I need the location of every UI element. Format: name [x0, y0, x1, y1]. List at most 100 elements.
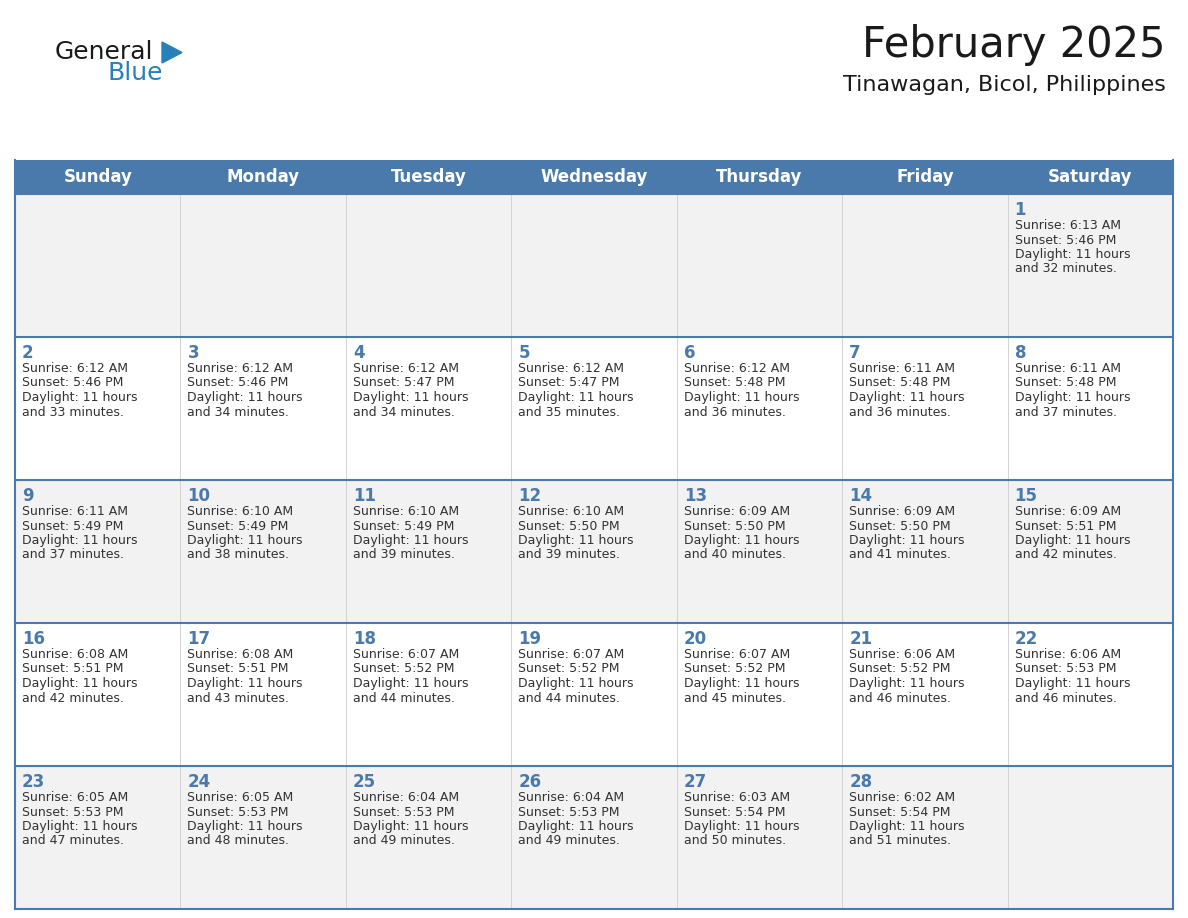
Text: Sunrise: 6:05 AM: Sunrise: 6:05 AM	[23, 791, 128, 804]
Text: Sunrise: 6:02 AM: Sunrise: 6:02 AM	[849, 791, 955, 804]
Text: Daylight: 11 hours: Daylight: 11 hours	[849, 391, 965, 404]
Text: Sunrise: 6:11 AM: Sunrise: 6:11 AM	[1015, 362, 1120, 375]
Text: Blue: Blue	[108, 61, 164, 85]
Text: Sunrise: 6:10 AM: Sunrise: 6:10 AM	[518, 505, 625, 518]
Text: 15: 15	[1015, 487, 1037, 505]
Bar	[15, 480, 1173, 623]
Text: and 45 minutes.: and 45 minutes.	[684, 691, 785, 704]
Text: Sunset: 5:46 PM: Sunset: 5:46 PM	[188, 376, 289, 389]
Bar	[15, 160, 1173, 194]
Text: and 36 minutes.: and 36 minutes.	[684, 406, 785, 419]
Text: Sunrise: 6:05 AM: Sunrise: 6:05 AM	[188, 791, 293, 804]
Text: Sunset: 5:48 PM: Sunset: 5:48 PM	[684, 376, 785, 389]
Text: Sunset: 5:49 PM: Sunset: 5:49 PM	[188, 520, 289, 532]
Text: 18: 18	[353, 630, 375, 648]
Text: Sunrise: 6:09 AM: Sunrise: 6:09 AM	[684, 505, 790, 518]
Text: 19: 19	[518, 630, 542, 648]
Text: Daylight: 11 hours: Daylight: 11 hours	[23, 534, 138, 547]
Text: and 37 minutes.: and 37 minutes.	[23, 548, 124, 562]
Text: Wednesday: Wednesday	[541, 168, 647, 186]
Text: Sunrise: 6:11 AM: Sunrise: 6:11 AM	[23, 505, 128, 518]
Text: and 43 minutes.: and 43 minutes.	[188, 691, 290, 704]
Text: 1: 1	[1015, 201, 1026, 219]
Text: Daylight: 11 hours: Daylight: 11 hours	[353, 534, 468, 547]
Text: Sunrise: 6:12 AM: Sunrise: 6:12 AM	[188, 362, 293, 375]
Text: Daylight: 11 hours: Daylight: 11 hours	[518, 391, 633, 404]
Text: 8: 8	[1015, 344, 1026, 362]
Text: Daylight: 11 hours: Daylight: 11 hours	[188, 820, 303, 833]
Text: and 50 minutes.: and 50 minutes.	[684, 834, 785, 847]
Text: and 37 minutes.: and 37 minutes.	[1015, 406, 1117, 419]
Text: and 49 minutes.: and 49 minutes.	[353, 834, 455, 847]
Text: Daylight: 11 hours: Daylight: 11 hours	[684, 820, 800, 833]
Text: Daylight: 11 hours: Daylight: 11 hours	[23, 820, 138, 833]
Text: Sunrise: 6:03 AM: Sunrise: 6:03 AM	[684, 791, 790, 804]
Text: Daylight: 11 hours: Daylight: 11 hours	[353, 820, 468, 833]
Text: Sunrise: 6:06 AM: Sunrise: 6:06 AM	[1015, 648, 1120, 661]
Text: Sunset: 5:52 PM: Sunset: 5:52 PM	[849, 663, 950, 676]
Text: Sunrise: 6:06 AM: Sunrise: 6:06 AM	[849, 648, 955, 661]
Text: 25: 25	[353, 773, 375, 791]
Text: Daylight: 11 hours: Daylight: 11 hours	[353, 391, 468, 404]
Text: Daylight: 11 hours: Daylight: 11 hours	[684, 391, 800, 404]
Text: 16: 16	[23, 630, 45, 648]
Text: Sunrise: 6:12 AM: Sunrise: 6:12 AM	[23, 362, 128, 375]
Text: Sunset: 5:51 PM: Sunset: 5:51 PM	[188, 663, 289, 676]
Text: Sunrise: 6:13 AM: Sunrise: 6:13 AM	[1015, 219, 1120, 232]
Text: Daylight: 11 hours: Daylight: 11 hours	[849, 677, 965, 690]
Text: 12: 12	[518, 487, 542, 505]
Text: Daylight: 11 hours: Daylight: 11 hours	[684, 677, 800, 690]
Text: and 46 minutes.: and 46 minutes.	[849, 691, 952, 704]
Text: and 39 minutes.: and 39 minutes.	[353, 548, 455, 562]
Text: and 42 minutes.: and 42 minutes.	[23, 691, 124, 704]
Text: Sunset: 5:51 PM: Sunset: 5:51 PM	[1015, 520, 1116, 532]
Text: Sunrise: 6:09 AM: Sunrise: 6:09 AM	[1015, 505, 1120, 518]
Text: Sunset: 5:53 PM: Sunset: 5:53 PM	[23, 805, 124, 819]
Text: Tinawagan, Bicol, Philippines: Tinawagan, Bicol, Philippines	[843, 75, 1165, 95]
Text: and 51 minutes.: and 51 minutes.	[849, 834, 952, 847]
Text: 5: 5	[518, 344, 530, 362]
Text: Daylight: 11 hours: Daylight: 11 hours	[1015, 677, 1130, 690]
Text: and 42 minutes.: and 42 minutes.	[1015, 548, 1117, 562]
Text: Sunset: 5:47 PM: Sunset: 5:47 PM	[353, 376, 454, 389]
Text: and 32 minutes.: and 32 minutes.	[1015, 263, 1117, 275]
Text: 20: 20	[684, 630, 707, 648]
Text: February 2025: February 2025	[862, 24, 1165, 66]
Text: and 34 minutes.: and 34 minutes.	[188, 406, 290, 419]
Text: Sunrise: 6:12 AM: Sunrise: 6:12 AM	[353, 362, 459, 375]
Text: Sunset: 5:50 PM: Sunset: 5:50 PM	[849, 520, 950, 532]
Text: Sunset: 5:50 PM: Sunset: 5:50 PM	[684, 520, 785, 532]
Text: Sunset: 5:51 PM: Sunset: 5:51 PM	[23, 663, 124, 676]
Text: General: General	[55, 40, 153, 64]
Text: and 35 minutes.: and 35 minutes.	[518, 406, 620, 419]
Text: Daylight: 11 hours: Daylight: 11 hours	[1015, 391, 1130, 404]
Text: Thursday: Thursday	[716, 168, 803, 186]
Text: Sunset: 5:47 PM: Sunset: 5:47 PM	[518, 376, 620, 389]
Text: 13: 13	[684, 487, 707, 505]
Text: Sunset: 5:49 PM: Sunset: 5:49 PM	[353, 520, 454, 532]
Text: 17: 17	[188, 630, 210, 648]
Text: Daylight: 11 hours: Daylight: 11 hours	[684, 534, 800, 547]
Text: Daylight: 11 hours: Daylight: 11 hours	[188, 391, 303, 404]
Text: Sunset: 5:52 PM: Sunset: 5:52 PM	[518, 663, 620, 676]
Text: Sunset: 5:49 PM: Sunset: 5:49 PM	[23, 520, 124, 532]
Text: Daylight: 11 hours: Daylight: 11 hours	[518, 677, 633, 690]
Text: Daylight: 11 hours: Daylight: 11 hours	[1015, 248, 1130, 261]
Polygon shape	[162, 42, 182, 63]
Text: Daylight: 11 hours: Daylight: 11 hours	[188, 534, 303, 547]
Text: 4: 4	[353, 344, 365, 362]
Text: Sunrise: 6:07 AM: Sunrise: 6:07 AM	[518, 648, 625, 661]
Text: Sunset: 5:46 PM: Sunset: 5:46 PM	[1015, 233, 1116, 247]
Text: 22: 22	[1015, 630, 1038, 648]
Text: Daylight: 11 hours: Daylight: 11 hours	[23, 677, 138, 690]
Text: Sunrise: 6:09 AM: Sunrise: 6:09 AM	[849, 505, 955, 518]
Text: Sunrise: 6:04 AM: Sunrise: 6:04 AM	[353, 791, 459, 804]
Bar	[15, 337, 1173, 480]
Text: Sunset: 5:52 PM: Sunset: 5:52 PM	[353, 663, 454, 676]
Text: 11: 11	[353, 487, 375, 505]
Text: Sunset: 5:46 PM: Sunset: 5:46 PM	[23, 376, 124, 389]
Text: Sunset: 5:48 PM: Sunset: 5:48 PM	[849, 376, 950, 389]
Text: Daylight: 11 hours: Daylight: 11 hours	[1015, 534, 1130, 547]
Text: and 33 minutes.: and 33 minutes.	[23, 406, 124, 419]
Text: Sunrise: 6:12 AM: Sunrise: 6:12 AM	[684, 362, 790, 375]
